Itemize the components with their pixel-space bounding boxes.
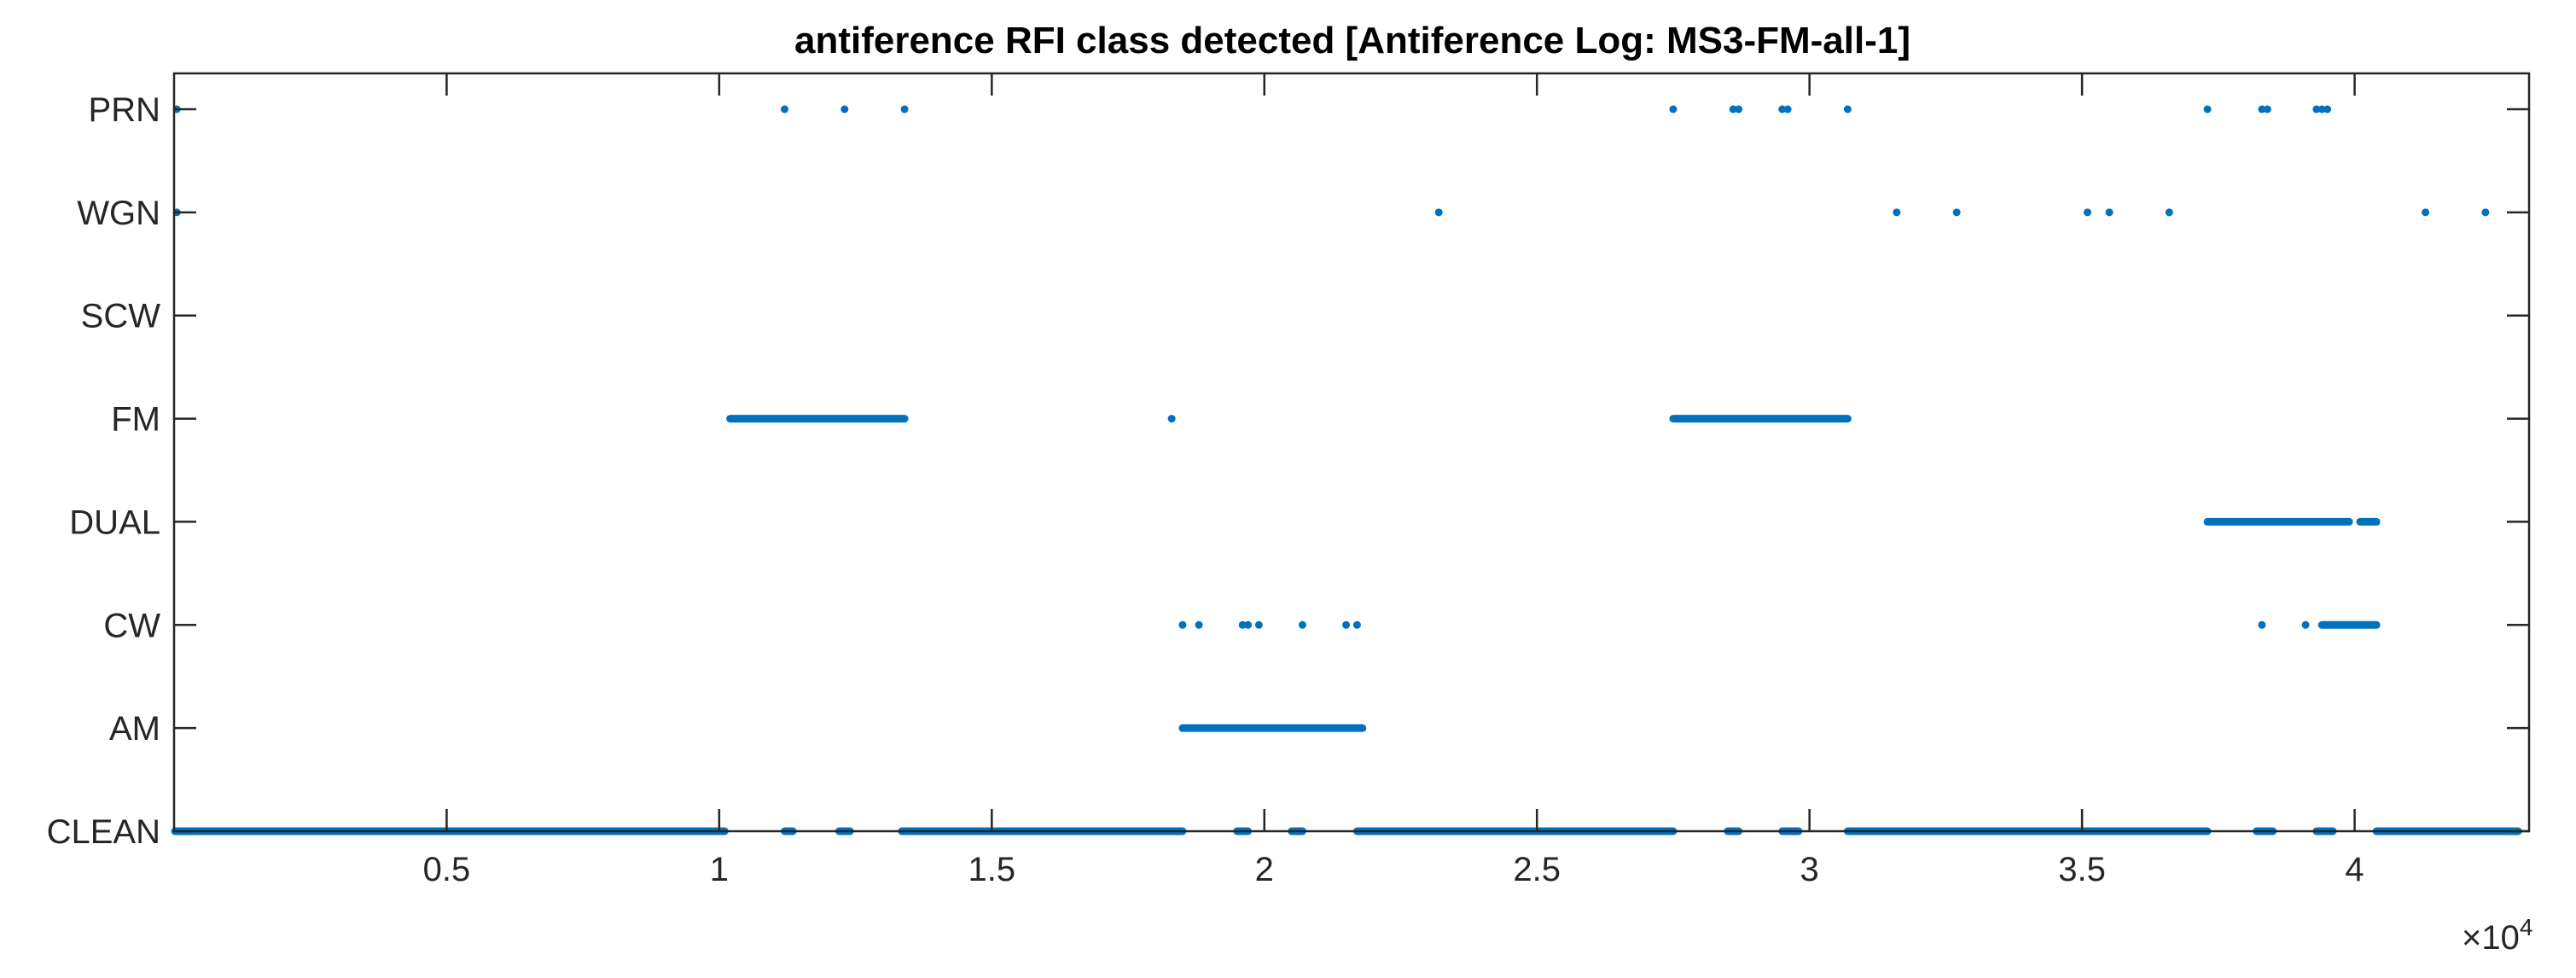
point-prn-15 <box>2323 105 2332 114</box>
x-tick-label: 1 <box>710 851 729 888</box>
point-wgn-7 <box>2422 208 2430 217</box>
point-cw-4 <box>1254 620 1263 629</box>
point-prn-6 <box>1735 105 1743 114</box>
y-axis: CLEAN AM CW DUAL FM SCW WGN PRN <box>47 91 2529 851</box>
y-tick-label-scw: SCW <box>81 298 161 335</box>
point-wgn-4 <box>2084 208 2091 217</box>
point-prn-13 <box>2312 105 2321 114</box>
y-tick-label-am: AM <box>109 710 160 748</box>
point-prn-3 <box>900 105 909 114</box>
point-prn-5 <box>1729 105 1737 114</box>
y-tick-label-cw: CW <box>103 607 160 644</box>
point-prn-7 <box>1778 105 1787 114</box>
point-prn-4 <box>1669 105 1678 114</box>
x-exponent-base: ×10 <box>2462 919 2520 957</box>
plot-area <box>174 73 2529 831</box>
axes-box <box>172 72 2531 833</box>
x-tick-label: 0.5 <box>423 851 471 888</box>
point-prn-11 <box>2258 105 2266 114</box>
point-prn-8 <box>1783 105 1792 114</box>
point-cw-7 <box>1352 620 1361 629</box>
point-fm-0 <box>1167 415 1176 423</box>
x-axis: 0.5 1 1.5 2 2.5 3 3.5 4 <box>423 73 2364 888</box>
point-prn-12 <box>2263 105 2271 114</box>
point-prn-14 <box>2317 105 2326 114</box>
x-tick-label: 3.5 <box>2058 851 2106 888</box>
x-tick-label: 1.5 <box>968 851 1016 888</box>
point-wgn-6 <box>2165 208 2173 217</box>
x-tick-label: 4 <box>2345 851 2364 888</box>
y-tick-label-prn: PRN <box>89 91 160 129</box>
x-tick-label: 2.5 <box>1513 851 1561 888</box>
y-tick-label-dual: DUAL <box>69 504 160 541</box>
y-tick-label-wgn: WGN <box>77 195 160 232</box>
x-axis-exponent: ×104 <box>2462 914 2532 957</box>
point-wgn-5 <box>2105 208 2114 217</box>
point-wgn-8 <box>2481 208 2490 217</box>
point-prn-10 <box>2203 105 2212 114</box>
point-cw-9 <box>2301 620 2310 629</box>
point-prn-2 <box>840 105 849 114</box>
point-cw-2 <box>1238 620 1247 629</box>
point-prn-1 <box>781 105 789 114</box>
point-wgn-3 <box>1952 208 1961 217</box>
point-cw-6 <box>1342 620 1351 629</box>
point-wgn-1 <box>1434 208 1443 217</box>
point-wgn-2 <box>1893 208 1901 217</box>
point-cw-1 <box>1195 620 1203 629</box>
y-tick-label-clean: CLEAN <box>47 813 160 851</box>
point-cw-0 <box>1178 620 1187 629</box>
x-tick-label: 2 <box>1255 851 1274 888</box>
y-tick-label-fm: FM <box>111 401 160 439</box>
chart-title: antiference RFI class detected [Antifere… <box>794 20 1910 61</box>
point-cw-3 <box>1244 620 1253 629</box>
x-exponent-power: 4 <box>2520 914 2533 940</box>
point-cw-8 <box>2258 620 2266 629</box>
x-tick-label: 3 <box>1800 851 1819 888</box>
point-cw-5 <box>1299 620 1306 629</box>
point-prn-9 <box>1843 105 1852 114</box>
